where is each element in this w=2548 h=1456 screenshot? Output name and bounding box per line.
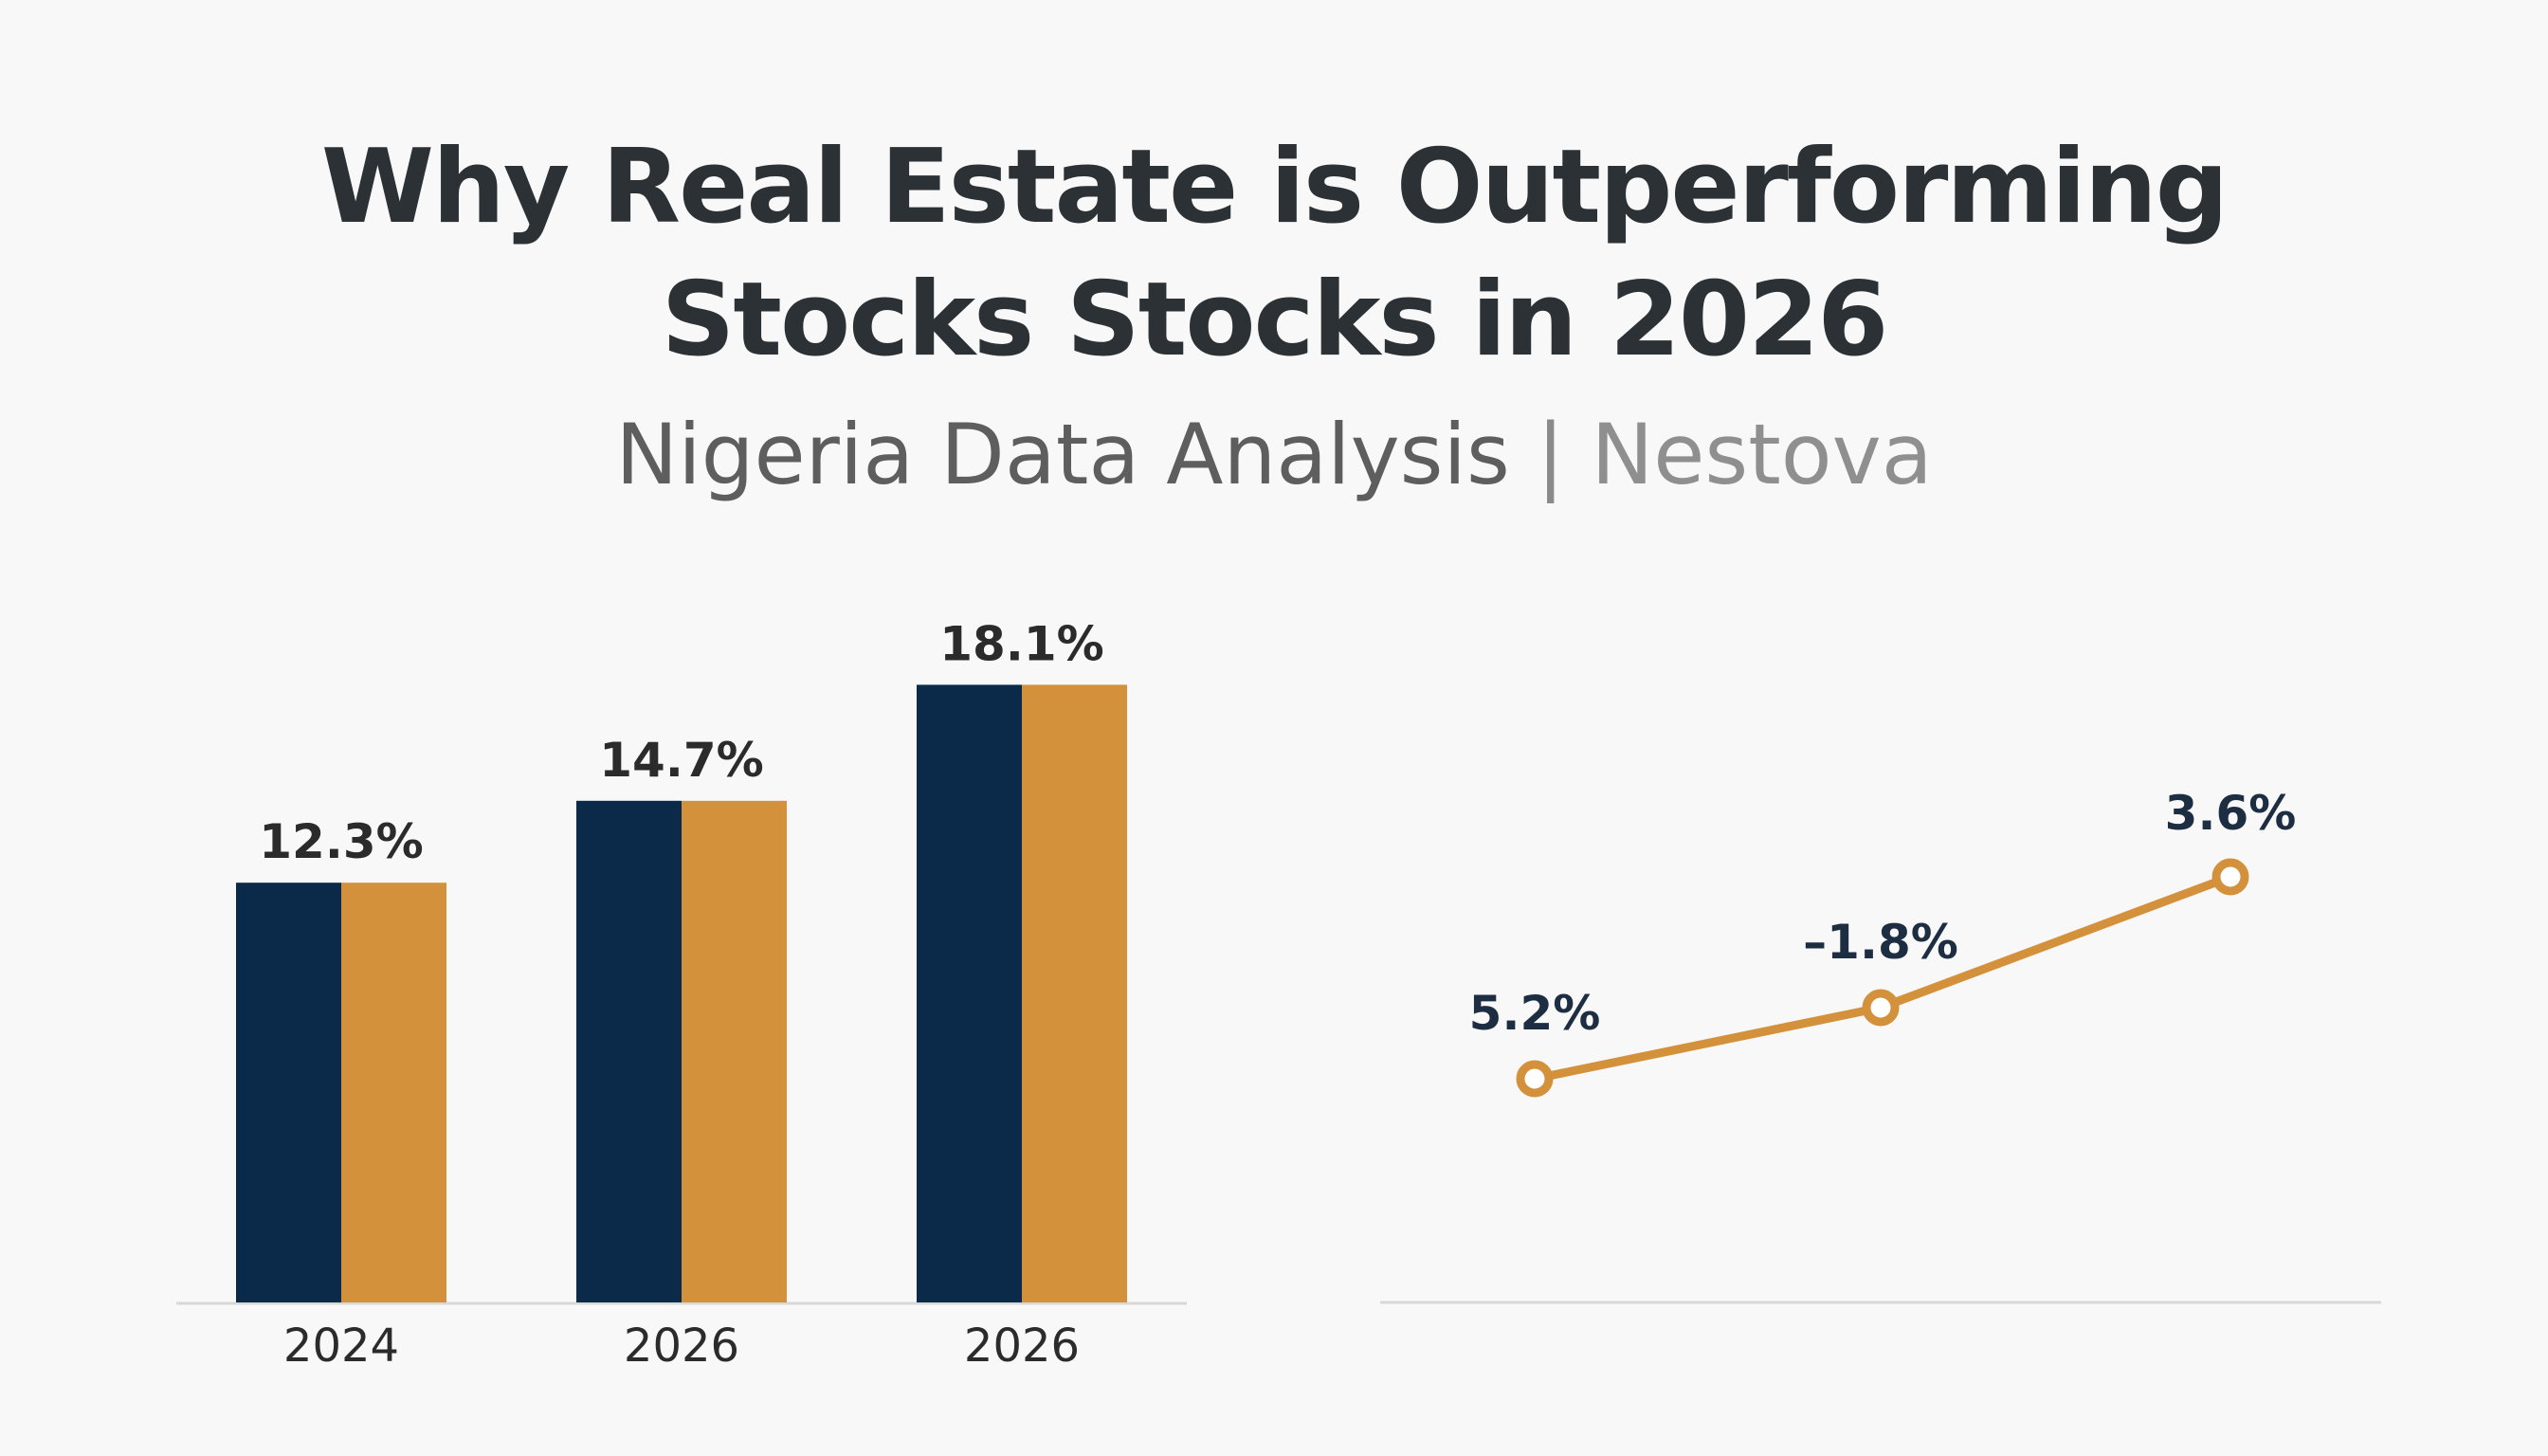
bar-data-label-2: 14.7%	[599, 733, 763, 788]
bar-data-label-3: 18.1%	[939, 616, 1103, 671]
x-tick-label-1: 2024	[283, 1320, 399, 1373]
chart-title-line-1: Why Real Estate is Outperforming	[320, 128, 2229, 246]
chart-subtitle: Nigeria Data Analysis | Nestova	[0, 398, 2548, 512]
x-tick-label-3: 2026	[964, 1320, 1080, 1373]
line-point-3	[2211, 858, 2249, 896]
bar-navy-2	[576, 800, 682, 1302]
line-point-2	[1862, 989, 1900, 1027]
line-chart: 5.2% –1.8% 3.6%	[1380, 786, 2381, 1304]
line-data-label-3: 3.6%	[2165, 786, 2297, 841]
bar-data-label-1: 12.3%	[259, 814, 423, 869]
subtitle-brand: Nestova	[1591, 406, 1933, 503]
x-tick-label-2: 2026	[624, 1320, 739, 1373]
subtitle-text: Nigeria Data Analysis	[615, 406, 1510, 503]
line-point-1	[1516, 1060, 1554, 1098]
bar-navy-3	[917, 684, 1022, 1302]
line-data-label-2: –1.8%	[1803, 915, 1958, 970]
line-data-label-1: 5.2%	[1469, 986, 1601, 1041]
bar-gold-3	[1022, 684, 1127, 1302]
bar-gold-1	[341, 883, 446, 1302]
bar-chart: 12.3% 2024 14.7% 2026 18.1% 2026	[176, 616, 1187, 1373]
subtitle-separator: |	[1536, 406, 1565, 503]
bar-gold-2	[682, 800, 787, 1302]
line-series	[1530, 872, 2235, 1083]
bar-navy-1	[236, 883, 341, 1302]
chart-title-line-2: Stocks Stocks in 2026	[661, 261, 1889, 379]
